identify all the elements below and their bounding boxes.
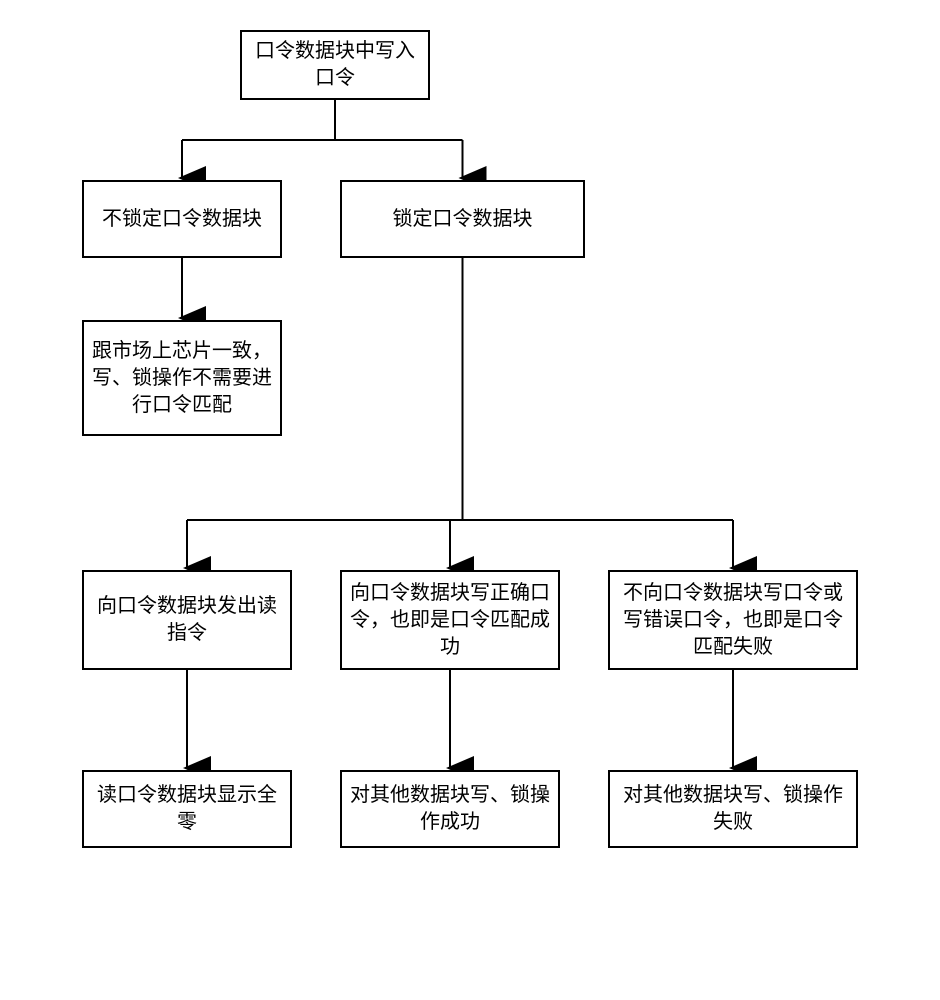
node-read_cmd: 向口令数据块发出读指令 (82, 570, 292, 670)
node-lock: 锁定口令数据块 (340, 180, 585, 258)
node-read_leaf: 读口令数据块显示全零 (82, 770, 292, 848)
connectors-layer (0, 0, 940, 1000)
node-root: 口令数据块中写入口令 (240, 30, 430, 100)
node-match_ok: 向口令数据块写正确口令，也即是口令匹配成功 (340, 570, 560, 670)
node-no_lock: 不锁定口令数据块 (82, 180, 282, 258)
node-nolock_leaf: 跟市场上芯片一致，写、锁操作不需要进行口令匹配 (82, 320, 282, 436)
node-fail_leaf: 对其他数据块写、锁操作失败 (608, 770, 858, 848)
node-ok_leaf: 对其他数据块写、锁操作成功 (340, 770, 560, 848)
node-match_fail: 不向口令数据块写口令或写错误口令，也即是口令匹配失败 (608, 570, 858, 670)
